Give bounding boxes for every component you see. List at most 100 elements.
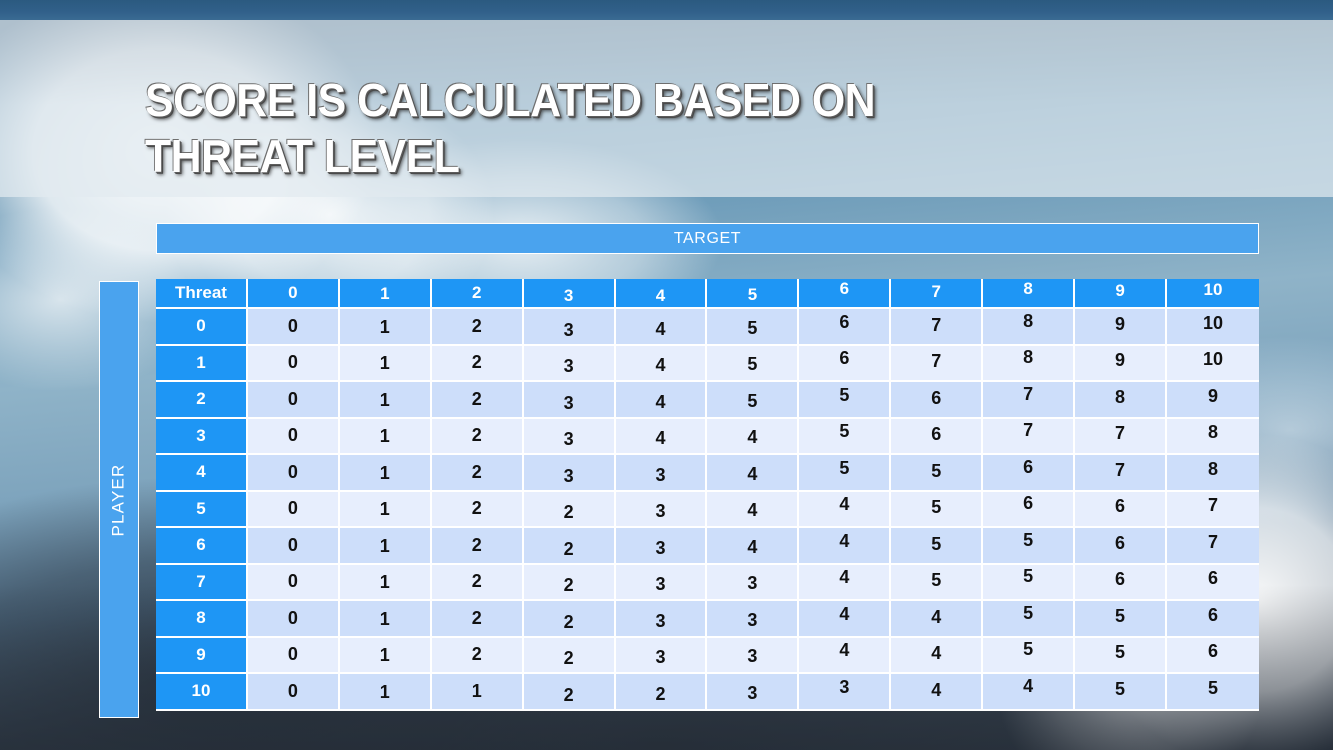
matrix-cell-value: 7: [1023, 420, 1034, 441]
matrix-cell-r1-c0: 0: [247, 345, 340, 382]
corner-label-text: Threat: [174, 283, 227, 302]
column-header-0: 0: [247, 279, 340, 309]
matrix-cell-value: 6: [1208, 641, 1219, 662]
matrix-cell-r8-c9: 5: [1075, 601, 1168, 638]
matrix-cell-r1-c2: 2: [431, 345, 524, 382]
matrix-cell-r4-c8: 6: [983, 455, 1076, 492]
column-header-4: 4: [615, 279, 708, 309]
matrix-cell-r1-c3: 3: [523, 345, 616, 382]
matrix-row: 10 0 1 1 2 2 3 3 4 4 5 5: [156, 674, 1259, 711]
matrix-cell-value: 2: [563, 684, 574, 705]
matrix-cell-r8-c1: 1: [339, 601, 432, 638]
matrix-cell-value: 6: [839, 348, 850, 369]
matrix-cell-value: 4: [655, 391, 666, 412]
matrix-cell-value: 5: [1208, 677, 1219, 698]
matrix-cell-r8-c7: 4: [891, 601, 984, 638]
matrix-cell-r10-c9: 5: [1075, 674, 1168, 711]
matrix-cell-r1-c6: 6: [799, 345, 892, 382]
player-axis-label: PLAYER: [109, 462, 128, 537]
matrix-cell-value: 6: [1115, 496, 1126, 517]
matrix-cell-value: 0: [287, 571, 298, 592]
matrix-cell-r8-c8: 5: [983, 601, 1076, 638]
column-header-4-text: 4: [655, 286, 666, 305]
matrix-cell-r4-c2: 2: [431, 455, 524, 492]
matrix-cell-r0-c0: 0: [247, 309, 340, 346]
matrix-cell-r3-c8: 7: [983, 418, 1076, 455]
matrix-cell-value: 3: [655, 610, 666, 631]
matrix-cell-value: 3: [747, 682, 758, 703]
matrix-cell-r3-c1: 1: [339, 418, 432, 455]
column-header-2: 2: [431, 279, 524, 309]
matrix-cell-value: 0: [287, 315, 298, 336]
matrix-cell-value: 4: [931, 643, 942, 664]
matrix-cell-value: 0: [287, 425, 298, 446]
matrix-row: 3 0 1 2 3 4 4 5 6 7 7 8: [156, 418, 1259, 455]
matrix-cell-value: 2: [471, 534, 482, 555]
matrix-cell-value: 0: [287, 607, 298, 628]
matrix-cell-r1-c5: 5: [707, 345, 800, 382]
matrix-cell-value: 6: [1115, 569, 1126, 590]
matrix-cell-r5-c2: 2: [431, 491, 524, 528]
matrix-cell-value: 5: [1023, 566, 1034, 587]
matrix-cell-r4-c9: 7: [1075, 455, 1168, 492]
matrix-cell-r10-c5: 3: [707, 674, 800, 711]
matrix-cell-r6-c6: 4: [799, 528, 892, 565]
matrix-cell-r0-c4: 4: [615, 309, 708, 346]
matrix-cell-value: 5: [1023, 529, 1034, 550]
matrix-cell-value: 3: [747, 573, 758, 594]
matrix-cell-r0-c7: 7: [891, 309, 984, 346]
matrix-cell-value: 5: [1115, 678, 1126, 699]
matrix-cell-r0-c2: 2: [431, 309, 524, 346]
matrix-cell-value: 2: [563, 648, 574, 669]
matrix-cell-r10-c7: 4: [891, 674, 984, 711]
column-header-6-text: 6: [839, 279, 850, 298]
matrix-cell-r8-c2: 2: [431, 601, 524, 638]
matrix-cell-value: 5: [931, 533, 942, 554]
matrix-cell-r5-c3: 2: [523, 491, 616, 528]
matrix-cell-value: 3: [747, 646, 758, 667]
matrix-cell-value: 4: [839, 640, 850, 661]
column-header-5-text: 5: [747, 285, 758, 304]
matrix-cell-value: 5: [931, 570, 942, 591]
matrix-cell-value: 2: [471, 498, 482, 519]
matrix-cell-r3-c5: 4: [707, 418, 800, 455]
matrix-cell-r7-c5: 3: [707, 564, 800, 601]
matrix-header-row: Threat 0 1 2 3 4 5 6 7 8 9 10: [156, 279, 1259, 309]
matrix-cell-value: 3: [563, 392, 574, 413]
matrix-cell-r9-c0: 0: [247, 637, 340, 674]
matrix-cell-r9-c3: 2: [523, 637, 616, 674]
column-header-6: 6: [799, 279, 892, 309]
row-header-label: 6: [196, 535, 206, 555]
matrix-cell-r8-c10: 6: [1167, 601, 1259, 638]
matrix-cell-r1-c10: 10: [1167, 345, 1259, 382]
matrix-cell-r10-c0: 0: [247, 674, 340, 711]
matrix-cell-value: 0: [287, 461, 298, 482]
matrix-cell-r6-c2: 2: [431, 528, 524, 565]
matrix-cell-value: 6: [1208, 604, 1219, 625]
matrix-cell-value: 4: [931, 679, 942, 700]
matrix-cell-value: 5: [1023, 639, 1034, 660]
matrix-cell-r6-c1: 1: [339, 528, 432, 565]
matrix-cell-value: 3: [655, 464, 666, 485]
matrix-cell-value: 5: [747, 390, 758, 411]
column-header-3-text: 3: [563, 286, 574, 305]
matrix-cell-value: 2: [471, 644, 482, 665]
matrix-cell-value: 2: [471, 461, 482, 482]
matrix-cell-value: 4: [839, 494, 850, 515]
matrix-cell-r3-c2: 2: [431, 418, 524, 455]
matrix-cell-r3-c9: 7: [1075, 418, 1168, 455]
matrix-cell-r10-c4: 2: [615, 674, 708, 711]
matrix-cell-r7-c7: 5: [891, 564, 984, 601]
matrix-cell-r6-c4: 3: [615, 528, 708, 565]
matrix-cell-value: 2: [471, 607, 482, 628]
matrix-cell-r7-c4: 3: [615, 564, 708, 601]
matrix-cell-r2-c4: 4: [615, 382, 708, 419]
matrix-cell-value: 7: [1208, 495, 1219, 516]
matrix-cell-r4-c6: 5: [799, 455, 892, 492]
matrix-row: 8 0 1 2 2 3 3 4 4 5 5 6: [156, 601, 1259, 638]
matrix-cell-r3-c3: 3: [523, 418, 616, 455]
matrix-cell-r10-c8: 4: [983, 674, 1076, 711]
matrix-cell-r6-c7: 5: [891, 528, 984, 565]
matrix-cell-r3-c0: 0: [247, 418, 340, 455]
row-header-0: 0: [156, 309, 248, 346]
